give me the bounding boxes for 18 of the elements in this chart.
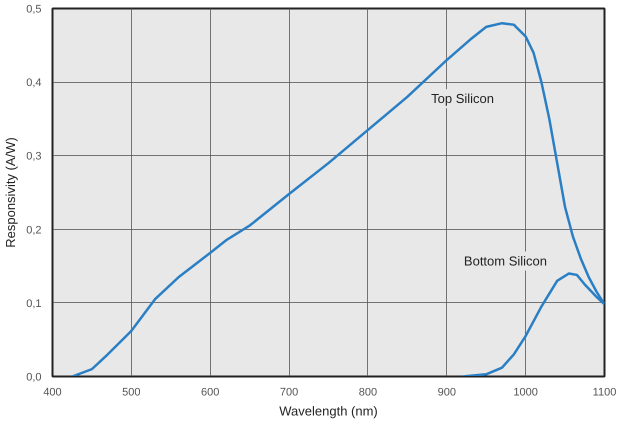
y-tick-label: 0,1 bbox=[26, 298, 42, 310]
y-axis-title: Responsivity (A/W) bbox=[3, 137, 18, 248]
x-tick-label: 900 bbox=[438, 386, 456, 398]
x-axis-title: Wavelength (nm) bbox=[279, 404, 378, 418]
y-tick-label: 0,2 bbox=[26, 224, 42, 236]
x-tick-label: 800 bbox=[358, 386, 378, 398]
x-tick-label: 500 bbox=[122, 386, 141, 398]
x-tick-label: 400 bbox=[43, 386, 62, 398]
y-tick-label: 0,4 bbox=[26, 77, 42, 90]
x-tick-label: 600 bbox=[201, 386, 220, 398]
y-tick-label: 0,3 bbox=[26, 150, 42, 163]
x-tick-label: 1100 bbox=[592, 386, 616, 398]
y-tick-label: 0,5 bbox=[26, 4, 42, 16]
y-tick-label: 0,0 bbox=[26, 372, 42, 384]
series-label: Bottom Silicon bbox=[464, 253, 548, 268]
x-tick-label: 1000 bbox=[513, 386, 538, 398]
series-label: Top Silicon bbox=[431, 91, 494, 106]
x-tick-label: 700 bbox=[280, 386, 298, 398]
